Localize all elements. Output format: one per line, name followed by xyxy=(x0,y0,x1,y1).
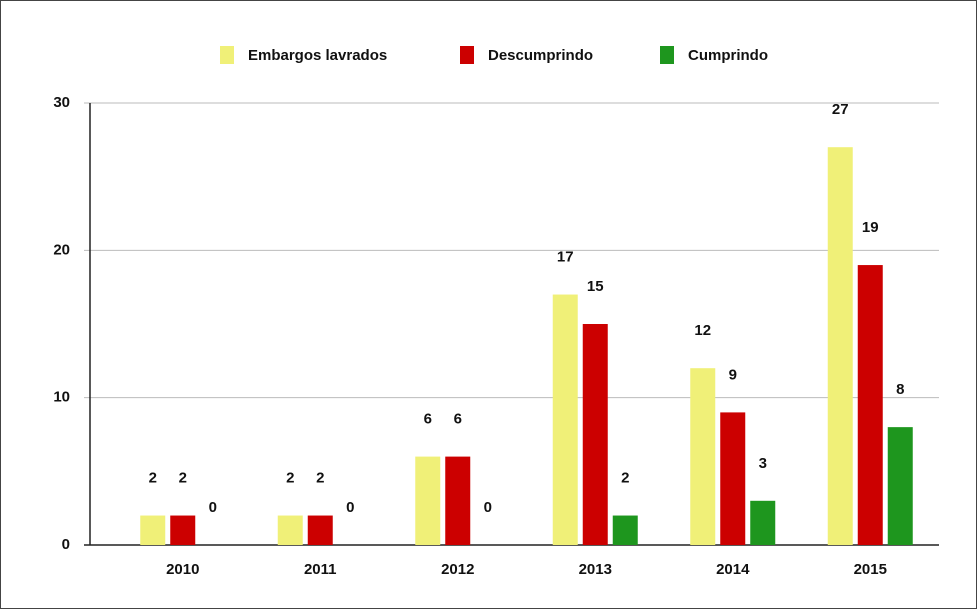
value-label: 0 xyxy=(209,499,217,516)
bar xyxy=(750,500,776,545)
bar xyxy=(720,412,746,545)
y-tick-label: 20 xyxy=(53,241,70,258)
value-label: 19 xyxy=(862,219,879,236)
x-tick-label: 2015 xyxy=(854,561,887,578)
bar xyxy=(827,147,853,545)
value-label: 17 xyxy=(557,249,574,266)
bar xyxy=(612,515,638,545)
value-label: 9 xyxy=(729,366,737,383)
x-tick-label: 2014 xyxy=(716,561,750,578)
value-label: 2 xyxy=(621,470,629,487)
value-label: 2 xyxy=(286,470,294,487)
legend-swatch xyxy=(220,46,234,64)
bar xyxy=(582,324,608,545)
x-tick-label: 2010 xyxy=(166,561,199,578)
value-label: 15 xyxy=(587,278,604,295)
bar xyxy=(415,456,441,545)
bar xyxy=(277,515,303,545)
bar xyxy=(857,265,883,545)
bar xyxy=(887,427,913,545)
y-tick-label: 0 xyxy=(62,536,70,553)
legend-label: Descumprindo xyxy=(488,47,593,64)
x-tick-label: 2012 xyxy=(441,561,474,578)
value-label: 8 xyxy=(896,381,904,398)
bar xyxy=(140,515,166,545)
legend-swatch xyxy=(460,46,474,64)
y-tick-label: 30 xyxy=(53,94,70,111)
value-label: 3 xyxy=(759,455,767,472)
value-label: 2 xyxy=(316,470,324,487)
bar xyxy=(445,456,471,545)
bar xyxy=(690,368,716,545)
value-label: 2 xyxy=(179,470,187,487)
bar xyxy=(170,515,196,545)
legend-label: Cumprindo xyxy=(688,47,768,64)
value-label: 6 xyxy=(424,411,432,428)
value-label: 27 xyxy=(832,101,849,118)
value-label: 2 xyxy=(149,470,157,487)
value-label: 0 xyxy=(484,499,492,516)
y-tick-label: 10 xyxy=(53,389,70,406)
x-tick-label: 2011 xyxy=(304,561,337,578)
legend-label: Embargos lavrados xyxy=(248,47,387,64)
bar xyxy=(307,515,333,545)
legend-swatch xyxy=(660,46,674,64)
value-label: 0 xyxy=(346,499,354,516)
x-tick-label: 2013 xyxy=(579,561,612,578)
value-label: 6 xyxy=(454,411,462,428)
value-label: 12 xyxy=(694,322,711,339)
bar xyxy=(552,294,578,545)
